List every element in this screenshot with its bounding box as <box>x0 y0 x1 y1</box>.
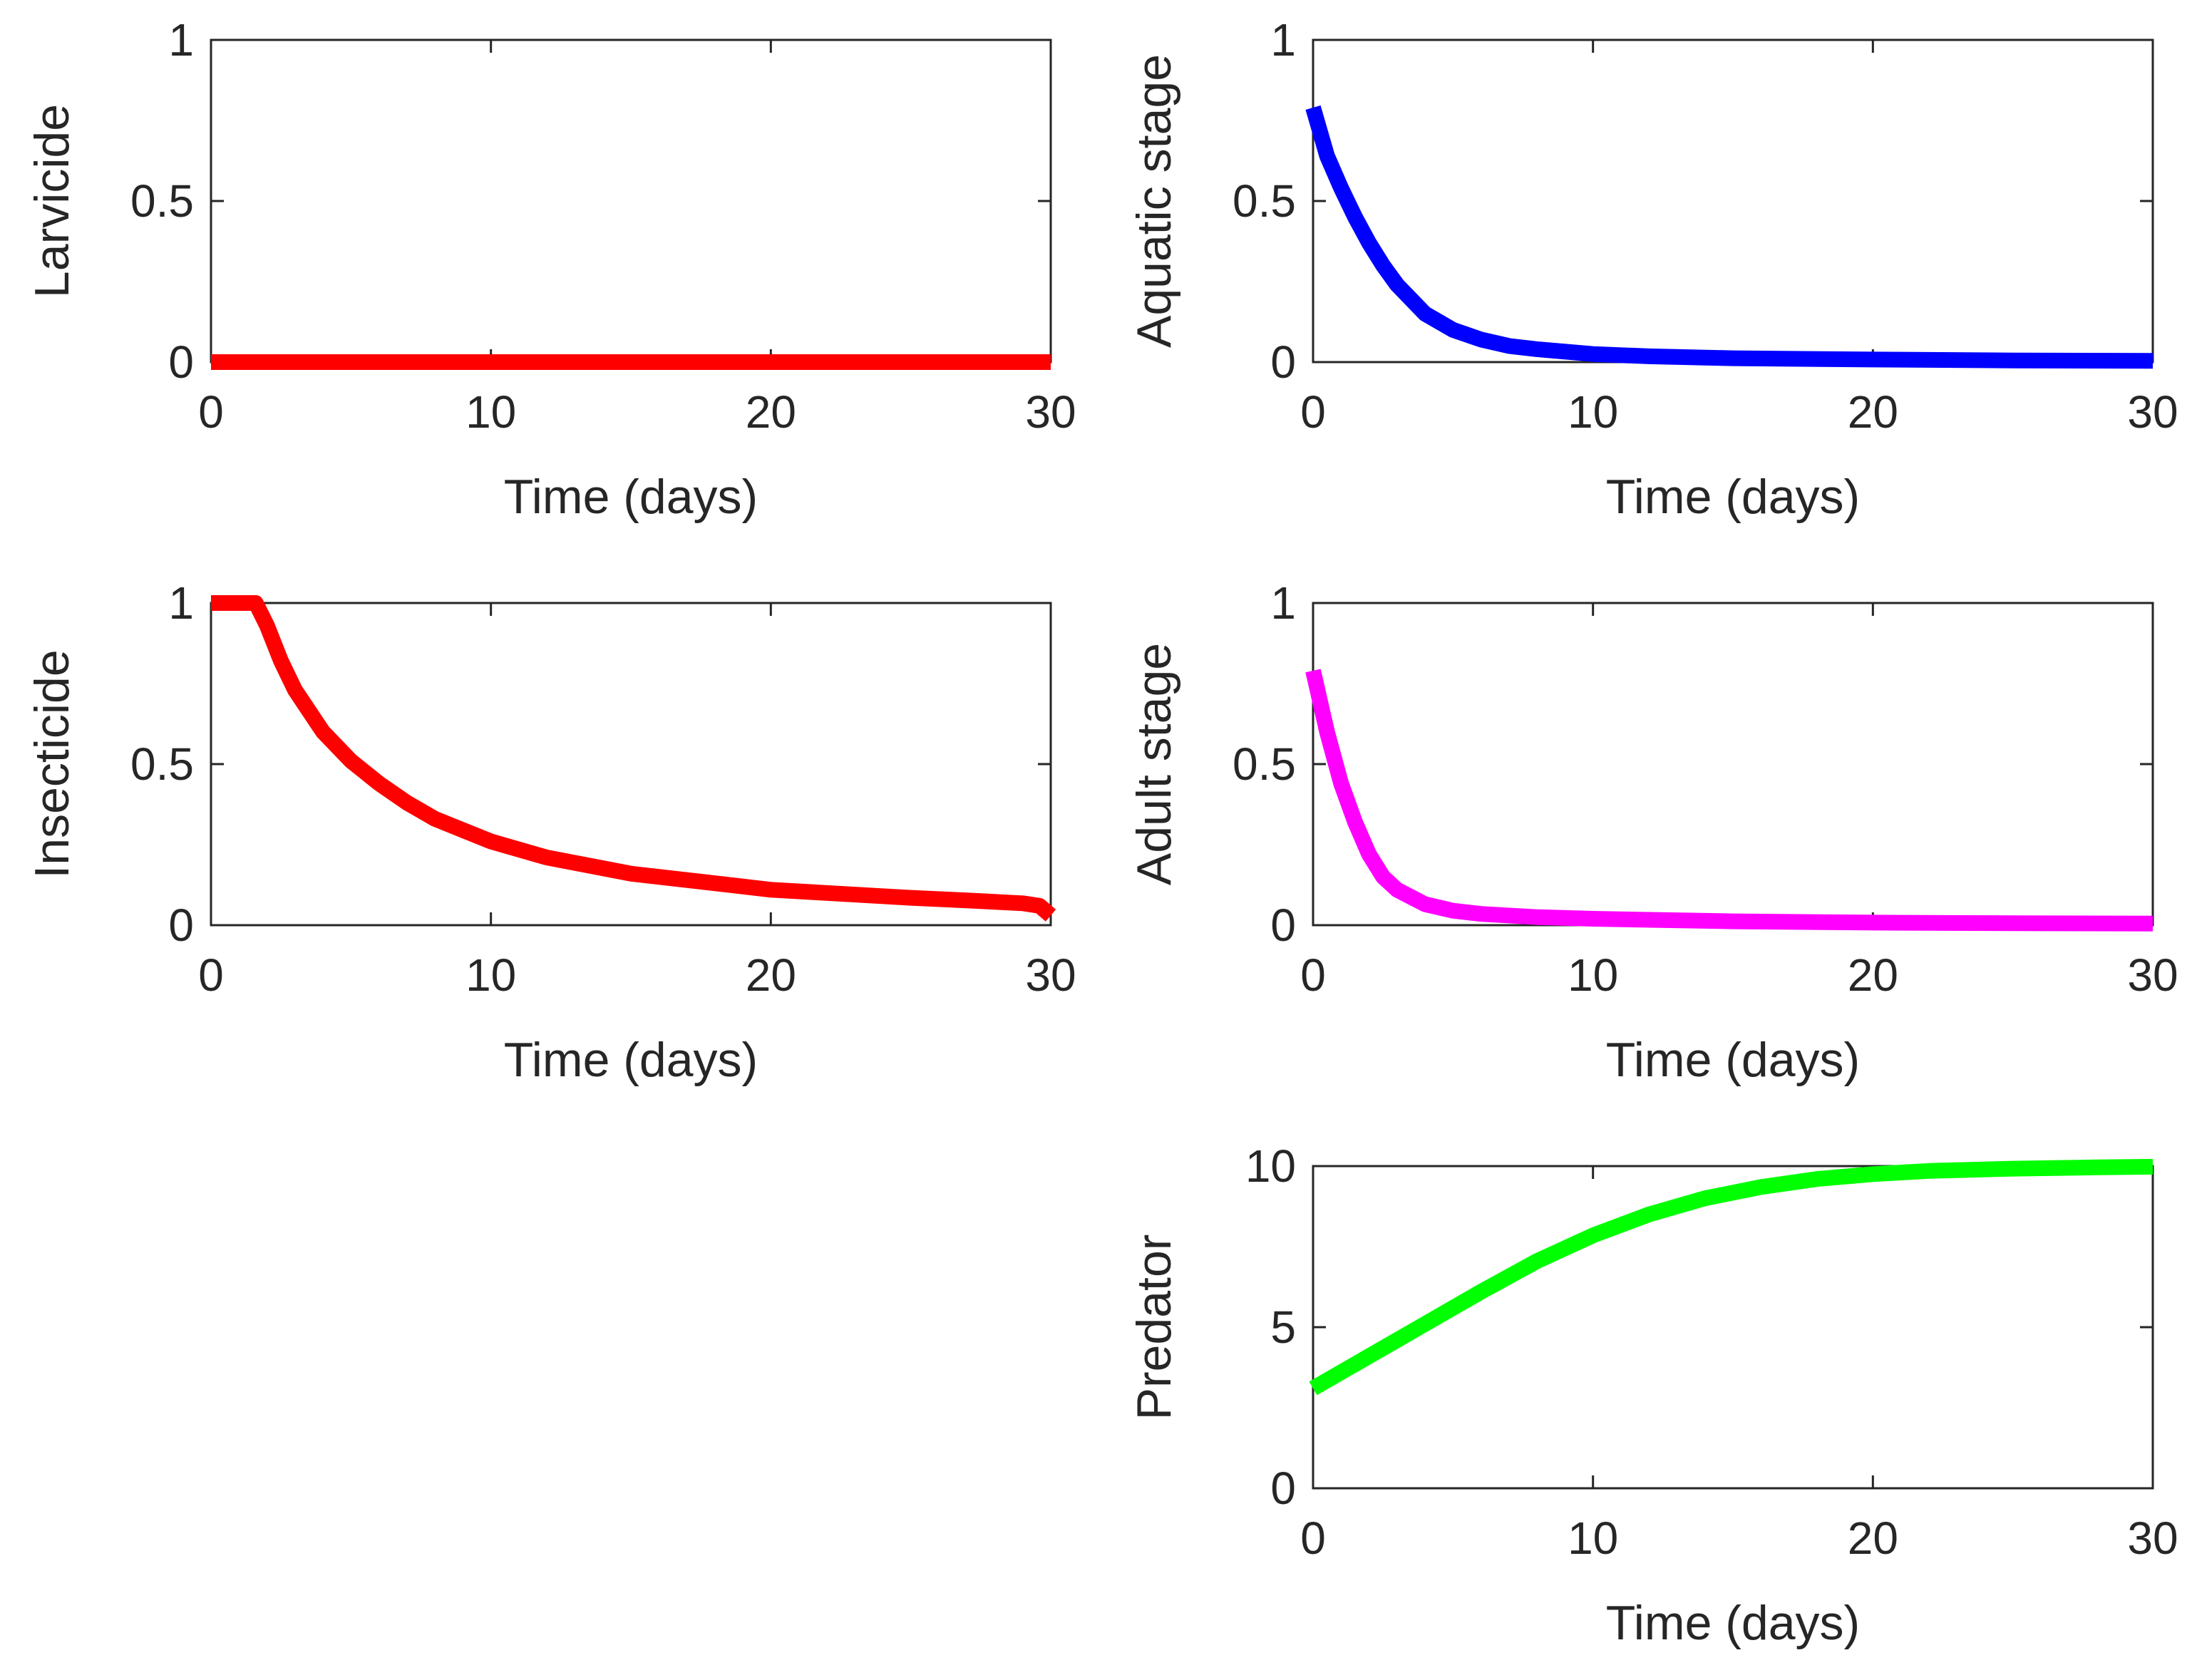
y-tick-label: 10 <box>1245 1140 1296 1192</box>
x-tick-label: 30 <box>2127 949 2178 1001</box>
x-tick-label: 20 <box>1848 949 1898 1001</box>
x-tick-label: 30 <box>2127 1512 2178 1564</box>
plot-area <box>1312 38 2154 364</box>
x-axis-label: Time (days) <box>504 1033 758 1087</box>
x-tick-label: 10 <box>1568 949 1618 1001</box>
x-axis-label: Time (days) <box>1606 1033 1860 1087</box>
x-tick-label: 30 <box>1025 386 1076 438</box>
y-tick-label: 1 <box>168 14 194 66</box>
subplot-predator: 0 10 20 30 0 5 10 Time (days) Predator <box>1127 1140 2178 1650</box>
x-axis-label: Time (days) <box>504 470 758 524</box>
y-axis-label: Aquatic stage <box>1127 54 1181 348</box>
y-tick-label: 0 <box>1270 900 1296 951</box>
x-tick-label: 0 <box>1300 1512 1326 1564</box>
x-tick-label: 20 <box>746 949 796 1001</box>
x-axis-label: Time (days) <box>1606 1596 1860 1650</box>
y-tick-label: 0 <box>1270 336 1296 388</box>
series-line-predator <box>1309 1158 2154 1396</box>
subplot-adult-stage: 0 10 20 30 0 0.5 1 Time (days) Adult stage <box>1127 577 2178 1087</box>
x-tick-label: 30 <box>1025 949 1076 1001</box>
plot-area <box>1312 602 2154 927</box>
subplot-aquatic-stage: 0 10 20 30 0 0.5 1 Time (days) Aquatic stage <box>1127 14 2178 524</box>
y-tick-label: 1 <box>1270 14 1296 66</box>
series-line-insecticide <box>211 595 1056 922</box>
y-tick-label: 0.5 <box>1233 175 1296 227</box>
y-tick-label: 0.5 <box>130 175 194 227</box>
y-axis-label: Insecticide <box>25 649 79 878</box>
y-tick-label: 0 <box>1270 1463 1296 1514</box>
x-tick-label: 10 <box>1568 1512 1618 1564</box>
y-tick-label: 1 <box>168 577 194 629</box>
y-tick-label: 0 <box>168 336 194 388</box>
x-tick-label: 10 <box>465 386 516 438</box>
x-tick-label: 20 <box>1848 386 1898 438</box>
x-tick-label: 0 <box>198 949 224 1001</box>
y-tick-label: 0 <box>168 900 194 951</box>
y-axis-label: Predator <box>1127 1235 1181 1421</box>
x-tick-label: 20 <box>746 386 796 438</box>
y-tick-label: 0.5 <box>130 738 194 790</box>
plot-area <box>1312 1165 2154 1490</box>
x-tick-label: 10 <box>1568 386 1618 438</box>
y-axis-label: Larvicide <box>25 104 79 298</box>
x-tick-label: 0 <box>1300 386 1326 438</box>
y-tick-label: 5 <box>1270 1302 1296 1353</box>
x-tick-label: 10 <box>465 949 516 1001</box>
plot-area <box>210 38 1052 364</box>
subplot-insecticide: 0 10 20 30 0 0.5 1 Time (days) Insecticide <box>25 577 1076 1087</box>
y-tick-label: 0.5 <box>1233 738 1296 790</box>
x-tick-label: 0 <box>198 386 224 438</box>
x-tick-label: 30 <box>2127 386 2178 438</box>
x-tick-label: 20 <box>1848 1512 1898 1564</box>
y-tick-label: 1 <box>1270 577 1296 629</box>
series-line-adult-stage <box>1305 669 2154 932</box>
x-axis-label: Time (days) <box>1606 470 1860 524</box>
series-line-aquatic-stage <box>1305 105 2154 369</box>
y-axis-label: Adult stage <box>1127 643 1181 885</box>
subplot-larvicide: 0 10 20 30 0 0.5 1 Time (days) Larvicide <box>25 14 1076 524</box>
x-tick-label: 0 <box>1300 949 1326 1001</box>
